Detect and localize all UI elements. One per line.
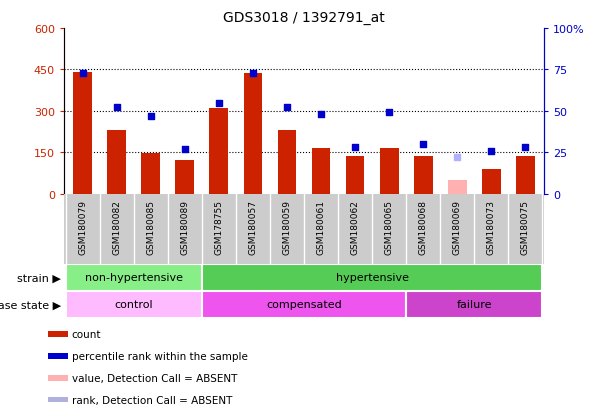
Text: GSM180085: GSM180085 (146, 200, 155, 254)
Bar (210, 109, 228, 194)
Text: GSM180057: GSM180057 (249, 200, 257, 254)
Bar (66, 264, 202, 291)
Text: hypertensive: hypertensive (336, 273, 409, 283)
Bar (448, 180, 467, 194)
Text: percentile rank within the sample: percentile rank within the sample (72, 351, 247, 361)
Text: value, Detection Call = ABSENT: value, Detection Call = ABSENT (72, 373, 237, 383)
Text: rank, Detection Call = ABSENT: rank, Detection Call = ABSENT (72, 395, 232, 405)
Bar (202, 264, 542, 291)
Bar (48, 354, 68, 359)
Bar (48, 332, 68, 337)
Bar (346, 157, 364, 194)
Text: control: control (114, 299, 153, 310)
Bar (244, 74, 262, 194)
Bar (516, 157, 535, 194)
Point (316, 112, 326, 118)
Text: GSM180075: GSM180075 (521, 200, 530, 254)
Point (214, 100, 224, 107)
Text: GSM180073: GSM180073 (487, 200, 496, 254)
Point (418, 141, 428, 148)
Bar (278, 131, 296, 194)
Text: GSM180068: GSM180068 (419, 200, 428, 254)
Bar (73, 73, 92, 194)
Point (248, 70, 258, 77)
Text: GSM180082: GSM180082 (112, 200, 121, 254)
Text: count: count (72, 330, 101, 339)
Point (486, 148, 496, 154)
Text: GSM180069: GSM180069 (453, 200, 462, 254)
Text: failure: failure (457, 299, 492, 310)
Point (350, 145, 360, 151)
Point (520, 145, 530, 151)
Text: disease state ▶: disease state ▶ (0, 299, 61, 310)
Point (282, 105, 292, 112)
Bar (175, 161, 194, 194)
Bar (66, 291, 202, 318)
Text: GSM180061: GSM180061 (317, 200, 325, 254)
Bar (414, 157, 433, 194)
Text: strain ▶: strain ▶ (17, 273, 61, 283)
Bar (312, 149, 330, 194)
Point (78, 70, 88, 77)
Point (112, 105, 122, 112)
Text: GSM180079: GSM180079 (78, 200, 87, 254)
Bar (406, 291, 542, 318)
Point (384, 110, 394, 116)
Text: non-hypertensive: non-hypertensive (85, 273, 182, 283)
Text: GSM180059: GSM180059 (283, 200, 291, 254)
Text: GSM180065: GSM180065 (385, 200, 393, 254)
Bar (48, 397, 68, 403)
Bar (107, 131, 126, 194)
Text: GSM178755: GSM178755 (215, 200, 223, 254)
Bar (48, 375, 68, 381)
Point (452, 154, 462, 161)
Title: GDS3018 / 1392791_at: GDS3018 / 1392791_at (223, 11, 385, 25)
Text: GSM180089: GSM180089 (180, 200, 189, 254)
Point (180, 146, 190, 153)
Text: GSM180062: GSM180062 (351, 200, 359, 254)
Point (146, 113, 156, 120)
Bar (202, 291, 406, 318)
Text: compensated: compensated (266, 299, 342, 310)
Bar (380, 149, 398, 194)
Bar (141, 153, 160, 194)
Bar (482, 169, 501, 194)
